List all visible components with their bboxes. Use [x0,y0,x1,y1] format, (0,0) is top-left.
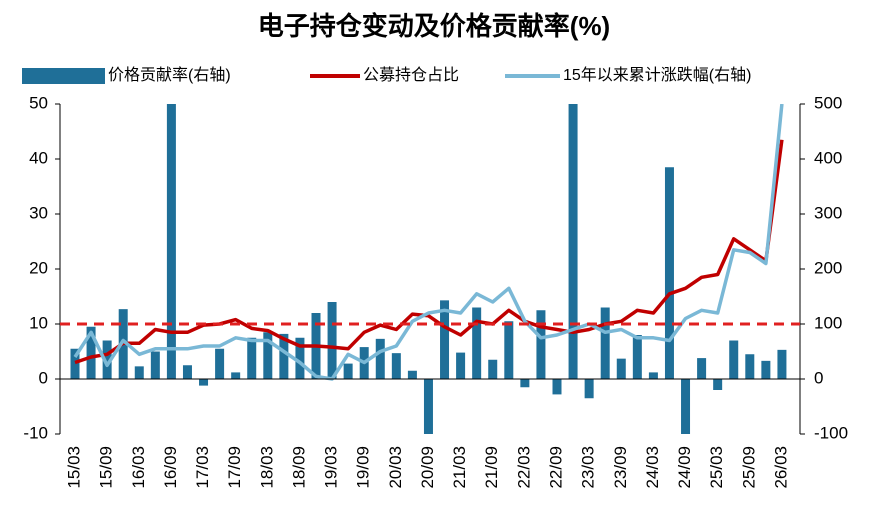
bar [102,340,112,379]
line-series [73,104,784,381]
bar [600,307,610,379]
x-tick-label: 23/09 [611,446,630,489]
legend-label: 价格贡献率(右轴) [108,66,231,84]
y2-tick-label: 400 [814,148,842,167]
y-tick-label: -10 [23,423,48,442]
bar [681,379,691,434]
x-tick-label: 23/03 [579,446,598,489]
bar [199,379,209,386]
bar [134,366,144,379]
chart-title: 电子持仓变动及价格贡献率(%) [258,11,610,41]
bar [456,352,466,379]
bar [632,335,642,379]
x-tick-label: 25/03 [707,446,726,489]
bar [70,348,80,379]
bar [391,353,401,379]
bar [520,379,530,388]
x-tick-label: 16/03 [129,446,148,489]
bar [648,372,658,379]
x-tick-label: 22/09 [546,446,565,489]
bar [407,370,417,379]
y2-tick-label: 0 [814,368,823,387]
legend-label: 15年以来累计涨跌幅(右轴) [563,66,751,84]
bar [584,379,594,399]
y2-tick-label: -100 [814,423,848,442]
x-tick-label: 26/03 [771,446,790,489]
x-tick-label: 15/03 [64,446,83,489]
x-tick-label: 18/03 [257,446,276,489]
bar [697,358,707,379]
x-tick-label: 25/09 [739,446,758,489]
x-tick-label: 18/09 [289,446,308,489]
y-tick-label: 30 [29,203,48,222]
y2-tick-label: 500 [814,93,842,112]
plot-area [70,104,787,434]
line-series [74,139,784,365]
bar [745,354,755,379]
x-tick-label: 15/09 [97,446,116,489]
y2-tick-label: 300 [814,203,842,222]
bar [343,363,353,379]
x-tick-label: 24/09 [675,446,694,489]
x-tick-label: 21/03 [450,446,469,489]
bar [375,338,385,379]
bar [215,348,225,379]
x-tick-label: 19/03 [322,446,341,489]
bar [423,379,433,434]
bar [182,365,192,379]
bar [664,167,674,379]
bar [472,307,482,379]
bar [777,349,787,379]
bar [552,379,562,395]
x-tick-label: 24/03 [643,446,662,489]
bar [150,351,160,379]
y-tick-label: 10 [29,313,48,332]
legend-label: 公募持仓占比 [363,66,459,84]
bar [713,379,723,390]
x-tick-label: 19/09 [354,446,373,489]
y-tick-label: 20 [29,258,48,277]
bar [504,321,514,379]
bar [729,340,739,379]
y-tick-label: 50 [29,93,48,112]
bar [279,333,289,379]
bar [488,359,498,379]
x-tick-label: 17/09 [225,446,244,489]
bar [616,358,626,379]
bar [440,300,450,379]
legend-swatch [22,68,105,84]
x-tick-label: 20/03 [386,446,405,489]
x-tick-label: 22/03 [514,446,533,489]
bar [536,310,546,379]
bar [247,337,257,379]
bar [231,372,241,379]
bar [327,302,337,379]
bar [263,332,273,379]
x-tick-label: 16/09 [161,446,180,489]
x-tick-label: 20/09 [418,446,437,489]
bar [761,360,771,379]
y2-tick-label: 200 [814,258,842,277]
y2-tick-label: 100 [814,313,842,332]
y-tick-label: 0 [39,368,48,387]
bar [86,326,96,379]
bar [166,104,176,379]
x-tick-label: 17/03 [193,446,212,489]
y-tick-label: 40 [29,148,48,167]
bar [295,337,305,379]
x-tick-label: 21/09 [482,446,501,489]
bar [568,104,578,379]
